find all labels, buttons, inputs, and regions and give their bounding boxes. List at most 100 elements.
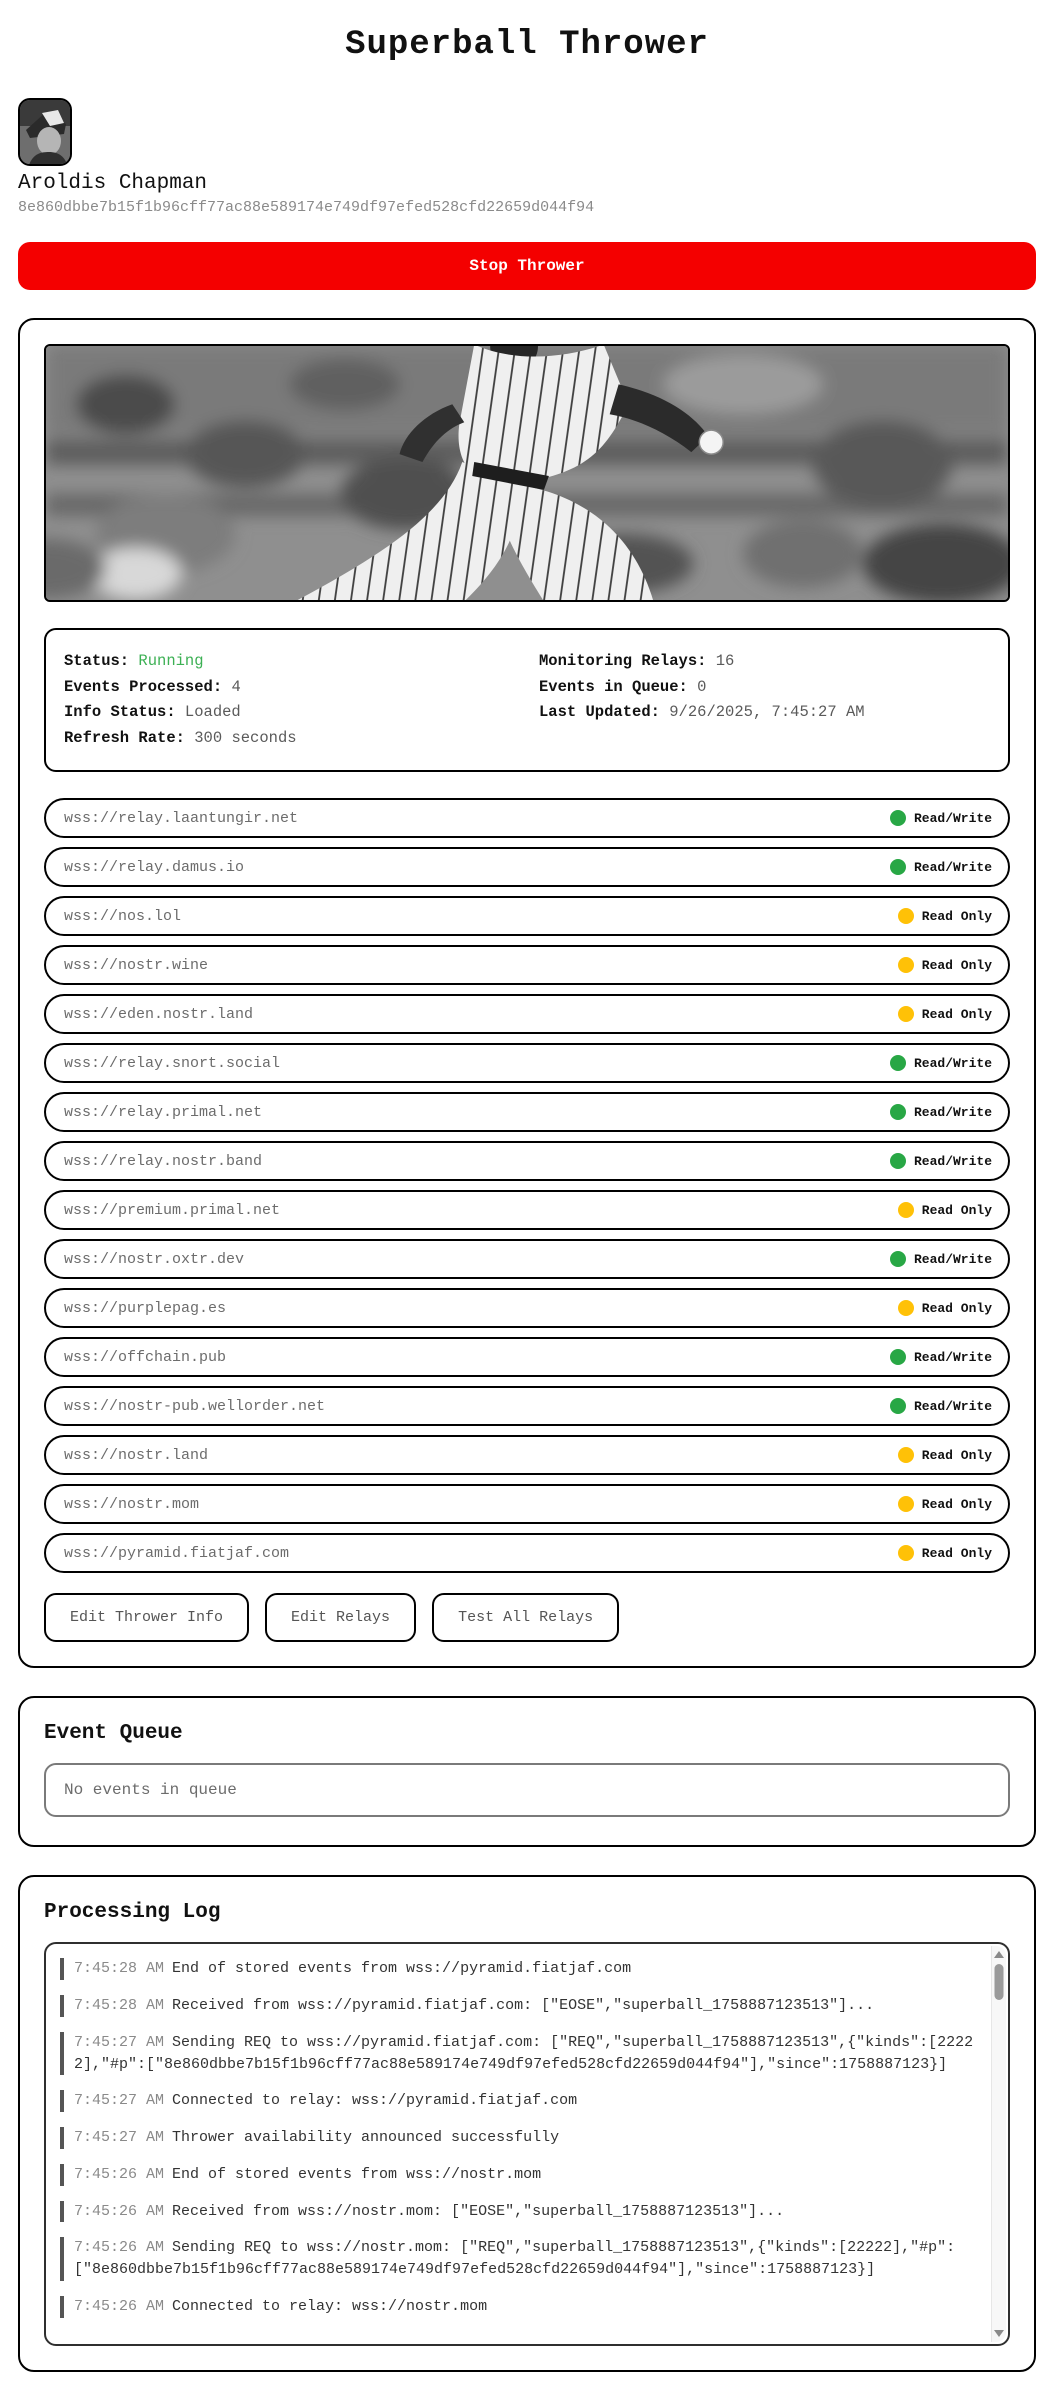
relay-row: wss://premium.primal.net Read Only xyxy=(44,1190,1010,1231)
relay-row: wss://relay.snort.social Read/Write xyxy=(44,1043,1010,1084)
status-label: Status: xyxy=(64,652,139,670)
status-label: Monitoring Relays: xyxy=(539,652,716,670)
log-timestamp: 7:45:28 AM xyxy=(74,1997,165,2015)
status-value: 4 xyxy=(231,677,241,696)
status-dot-icon xyxy=(897,1496,914,1513)
relay-access-label: Read Only xyxy=(921,1202,992,1218)
log-timestamp: 7:45:26 AM xyxy=(74,2165,165,2183)
stop-thrower-button[interactable]: Stop Thrower xyxy=(18,242,1036,290)
event-queue-card: Event Queue No events in queue xyxy=(18,1696,1036,1848)
relay-list: wss://relay.laantungir.net Read/Write wss:… xyxy=(44,798,1010,1574)
status-dot-icon xyxy=(889,1398,906,1415)
status-label: Events in Queue: xyxy=(539,677,698,696)
status-dot-icon xyxy=(897,1202,914,1219)
status-value: 9/26/2025, 7:45:27 AM xyxy=(669,703,865,722)
profile-avatar xyxy=(18,98,72,166)
scroll-up-icon[interactable] xyxy=(994,1951,1004,1959)
thrower-status-card: Status: Running Events Processed: 4 Info S… xyxy=(18,318,1036,1669)
processing-log-box[interactable]: 7:45:28 AM End of stored events from wss:… xyxy=(44,1942,1010,2347)
profile-name: Aroldis Chapman xyxy=(18,172,208,195)
relay-access-label: Read Only xyxy=(921,1496,992,1512)
relay-url: wss://purplepag.es xyxy=(64,1299,227,1317)
status-dot-icon xyxy=(897,1006,914,1023)
relay-access-badge: Read/Write xyxy=(889,810,992,827)
status-column-left: Status: Running Events Processed: 4 Info S… xyxy=(64,646,515,754)
status-row: Monitoring Relays: 16 xyxy=(539,652,990,671)
relay-url: wss://eden.nostr.land xyxy=(64,1005,254,1023)
status-row: Refresh Rate: 300 seconds xyxy=(64,729,515,748)
status-dot-icon xyxy=(889,1104,906,1121)
status-value: 300 seconds xyxy=(194,728,297,747)
relay-access-label: Read/Write xyxy=(913,1349,992,1365)
relay-url: wss://relay.primal.net xyxy=(64,1103,263,1121)
log-timestamp: 7:45:27 AM xyxy=(74,2092,165,2110)
relay-access-label: Read Only xyxy=(921,1300,992,1316)
relay-row: wss://eden.nostr.land Read Only xyxy=(44,994,1010,1035)
log-message: Received from wss://nostr.mom: ["EOSE","… xyxy=(172,2202,785,2220)
relay-access-label: Read/Write xyxy=(913,1153,992,1169)
relay-access-badge: Read/Write xyxy=(889,1153,992,1170)
log-entry: 7:45:28 AM End of stored events from wss:… xyxy=(60,1958,978,1981)
log-scrollbar[interactable] xyxy=(991,1946,1006,2343)
log-message: Sending REQ to wss://pyramid.fiatjaf.com… xyxy=(74,2033,974,2073)
action-button-test-all-relays[interactable]: Test All Relays xyxy=(432,1593,620,1643)
status-dot-icon xyxy=(897,1545,914,1562)
action-button-edit-thrower-info[interactable]: Edit Thrower Info xyxy=(44,1593,250,1643)
relay-row: wss://relay.nostr.band Read/Write xyxy=(44,1141,1010,1182)
relay-row: wss://nostr.oxtr.dev Read/Write xyxy=(44,1239,1010,1280)
action-button-edit-relays[interactable]: Edit Relays xyxy=(265,1593,417,1643)
relay-access-badge: Read Only xyxy=(897,957,992,974)
status-row: Last Updated: 9/26/2025, 7:45:27 AM xyxy=(539,703,990,722)
processing-log-title: Processing Log xyxy=(44,1901,221,1925)
relay-url: wss://offchain.pub xyxy=(64,1348,227,1366)
status-label: Events Processed: xyxy=(64,677,232,696)
relay-access-label: Read Only xyxy=(921,1545,992,1561)
relay-row: wss://relay.laantungir.net Read/Write xyxy=(44,798,1010,839)
status-dot-icon xyxy=(897,1300,914,1317)
relay-access-label: Read/Write xyxy=(913,1104,992,1120)
relay-access-label: Read/Write xyxy=(913,859,992,875)
relay-access-badge: Read/Write xyxy=(889,1398,992,1415)
status-dot-icon xyxy=(897,957,914,974)
relay-access-label: Read/Write xyxy=(913,810,992,826)
relay-access-label: Read/Write xyxy=(913,1251,992,1267)
profile-pubkey: 8e860dbbe7b15f1b96cff77ac88e589174e749df… xyxy=(18,199,595,216)
relay-access-badge: Read Only xyxy=(897,1300,992,1317)
log-timestamp: 7:45:27 AM xyxy=(74,2129,165,2147)
relay-access-badge: Read/Write xyxy=(889,1055,992,1072)
status-value: 0 xyxy=(697,677,707,696)
status-dot-icon xyxy=(889,859,906,876)
status-value: 16 xyxy=(715,652,735,670)
status-label: Refresh Rate: xyxy=(64,728,195,747)
relay-access-label: Read Only xyxy=(921,957,992,973)
relay-row: wss://purplepag.es Read Only xyxy=(44,1288,1010,1329)
relay-row: wss://nostr.land Read Only xyxy=(44,1435,1010,1476)
relay-url: wss://nostr.oxtr.dev xyxy=(64,1250,245,1268)
event-queue-title: Event Queue xyxy=(44,1722,183,1746)
relay-access-badge: Read/Write xyxy=(889,1349,992,1366)
relay-access-badge: Read Only xyxy=(897,1447,992,1464)
log-timestamp: 7:45:28 AM xyxy=(74,1960,165,1978)
log-entry: 7:45:27 AM Sending REQ to wss://pyramid.f… xyxy=(60,2031,978,2076)
relay-url: wss://relay.laantungir.net xyxy=(64,809,299,827)
page-title: Superball Thrower xyxy=(345,26,709,64)
log-message: Thrower availability announced successfu… xyxy=(172,2129,560,2147)
scroll-down-icon[interactable] xyxy=(994,2330,1004,2338)
relay-access-badge: Read Only xyxy=(897,1545,992,1562)
scrollbar-thumb[interactable] xyxy=(994,1964,1004,2001)
relay-row: wss://nostr-pub.wellorder.net Read/Write xyxy=(44,1386,1010,1427)
status-dot-icon xyxy=(889,1349,906,1366)
log-entry: 7:45:27 AM Thrower availability announced… xyxy=(60,2127,978,2149)
relay-url: wss://nostr.mom xyxy=(64,1495,200,1513)
log-message: Connected to relay: wss://nostr.mom xyxy=(172,2297,488,2315)
pitcher-photo-frame xyxy=(44,344,1010,602)
log-message: End of stored events from wss://nostr.mo… xyxy=(172,2165,542,2183)
relay-url: wss://nostr-pub.wellorder.net xyxy=(64,1397,326,1415)
relay-url: wss://premium.primal.net xyxy=(64,1201,281,1219)
relay-access-badge: Read/Write xyxy=(889,859,992,876)
actions-row: Edit Thrower Info Edit Relays Test All Rel… xyxy=(44,1593,1010,1643)
pitcher-photo-image xyxy=(46,346,1008,600)
status-label: Info Status: xyxy=(64,703,185,722)
log-timestamp: 7:45:26 AM xyxy=(74,2202,165,2220)
